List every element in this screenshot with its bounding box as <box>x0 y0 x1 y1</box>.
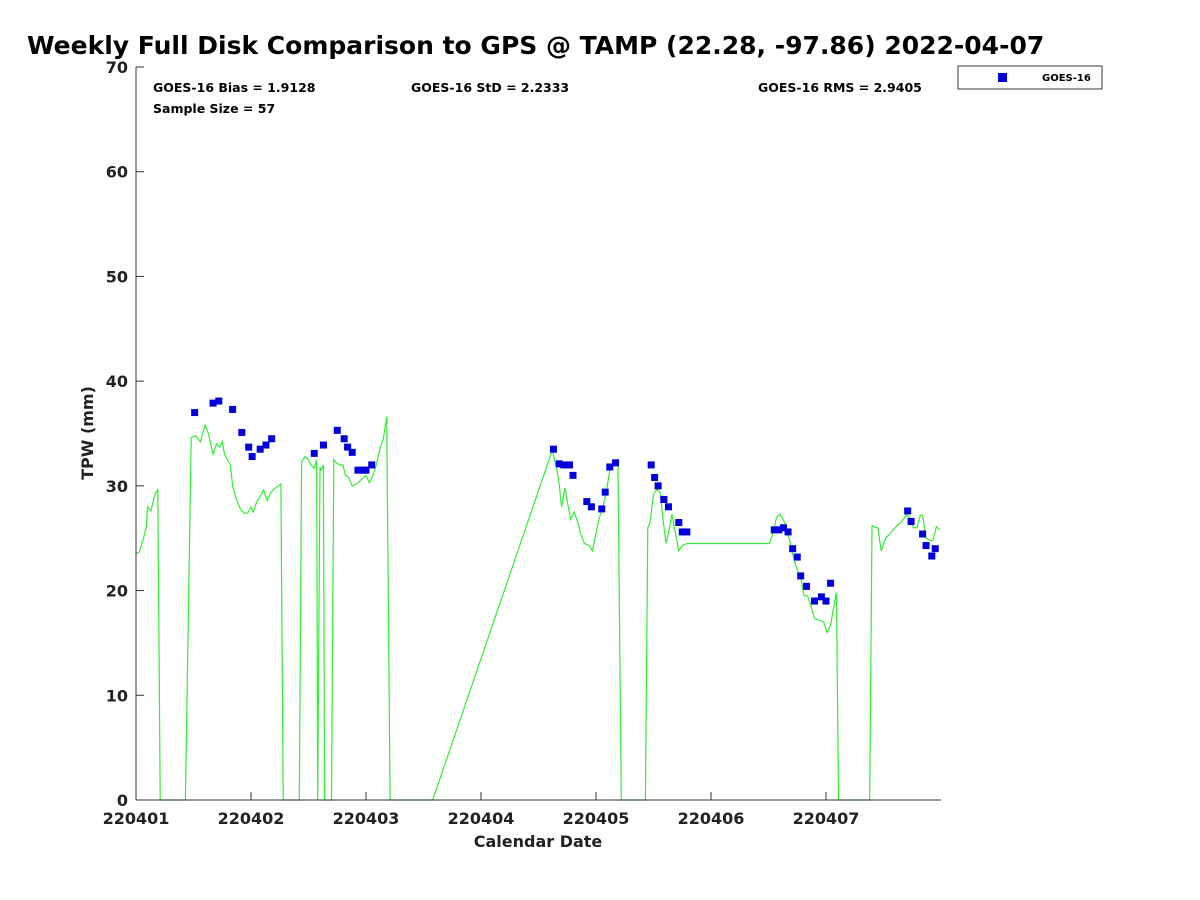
y-tick-label: 50 <box>106 267 128 286</box>
goes16-point <box>598 505 606 513</box>
goes16-point <box>793 553 801 561</box>
x-tick-label: 220402 <box>218 809 285 828</box>
goes16-point <box>919 530 927 538</box>
y-tick-label: 60 <box>106 163 128 182</box>
goes16-point <box>354 466 362 474</box>
bias-stat: GOES-16 Bias = 1.9128 <box>153 80 315 95</box>
goes16-point <box>348 448 356 456</box>
goes16-point <box>606 463 614 471</box>
legend-box <box>957 65 1103 90</box>
goes16-point <box>907 517 915 525</box>
goes16-point <box>587 503 595 511</box>
rms-stat: GOES-16 RMS = 2.9405 <box>758 80 922 95</box>
goes16-point <box>931 545 939 553</box>
goes-marker-layer <box>191 397 939 605</box>
goes16-point <box>555 460 563 468</box>
goes16-point <box>770 526 778 534</box>
goes16-point <box>191 409 199 417</box>
legend-marker-goes16 <box>998 73 1007 82</box>
x-tick-label: 220404 <box>448 809 515 828</box>
x-axis-label: Calendar Date <box>474 832 603 851</box>
goes16-point <box>789 545 797 553</box>
goes16-point <box>654 482 662 490</box>
x-tick-label: 220403 <box>333 809 400 828</box>
legend: GOES-16 <box>957 65 1103 90</box>
goes16-point <box>797 572 805 580</box>
y-tick-label: 40 <box>106 372 128 391</box>
goes16-point <box>904 507 912 515</box>
goes16-point <box>827 579 835 587</box>
goes16-point <box>660 495 668 503</box>
goes16-point <box>248 453 256 461</box>
goes16-point <box>215 397 223 405</box>
goes16-point <box>209 399 217 407</box>
goes16-point <box>362 466 370 474</box>
goes16-point <box>268 435 276 443</box>
goes16-point <box>245 443 253 451</box>
goes16-point <box>601 488 609 496</box>
goes16-point <box>368 461 376 469</box>
goes16-point <box>310 449 318 457</box>
goes16-point <box>664 503 672 511</box>
goes16-point <box>784 528 792 536</box>
y-tick-label: 0 <box>117 791 128 810</box>
goes16-point <box>811 597 818 605</box>
goes16-point <box>678 528 686 536</box>
goes16-point <box>560 461 568 469</box>
goes16-point <box>549 445 557 453</box>
goes16-point <box>675 519 683 527</box>
goes16-point <box>928 552 936 560</box>
gps-line-layer <box>135 416 941 801</box>
goes16-point <box>822 597 830 605</box>
goes16-point <box>333 426 341 434</box>
legend-label-goes16: GOES-16 <box>1042 73 1091 84</box>
goes16-point <box>229 405 237 413</box>
goes16-point <box>775 526 783 534</box>
y-axis-ticks: 0 10 20 30 40 50 60 70 <box>106 58 144 810</box>
goes16-point <box>817 593 825 601</box>
goes16-point <box>569 471 577 479</box>
goes16-point <box>779 524 787 532</box>
goes16-point <box>683 528 691 536</box>
goes16-point <box>647 461 655 469</box>
y-tick-label: 30 <box>106 477 128 496</box>
x-tick-label: 220405 <box>563 809 630 828</box>
x-tick-label: 220406 <box>678 809 745 828</box>
std-stat: GOES-16 StD = 2.2333 <box>411 80 569 95</box>
goes16-point <box>802 582 810 590</box>
goes16-point <box>583 498 591 506</box>
chart-title: Weekly Full Disk Comparison to GPS @ TAM… <box>27 31 1044 60</box>
goes16-point <box>344 443 352 451</box>
x-axis-ticks: 220401 220402 220403 220404 220405 220406 2204… <box>103 792 860 828</box>
goes16-point <box>922 542 930 550</box>
goes16-point <box>651 473 659 481</box>
x-tick-label: 220401 <box>103 809 170 828</box>
y-axis-label: TPW (mm) <box>78 386 97 480</box>
goes16-point <box>566 461 574 469</box>
goes16-point <box>612 459 620 467</box>
goes16-point <box>319 441 327 449</box>
goes16-point <box>256 445 264 453</box>
goes16-point <box>340 435 348 443</box>
gps-tpw-line <box>135 416 941 801</box>
y-tick-label: 10 <box>106 686 128 705</box>
plot-area <box>135 67 941 801</box>
goes16-point <box>262 441 270 449</box>
y-tick-label: 20 <box>106 582 128 601</box>
y-tick-label: 70 <box>106 58 128 77</box>
sample-size-stat: Sample Size = 57 <box>153 101 275 116</box>
x-tick-label: 220407 <box>793 809 860 828</box>
goes16-point <box>238 428 246 436</box>
